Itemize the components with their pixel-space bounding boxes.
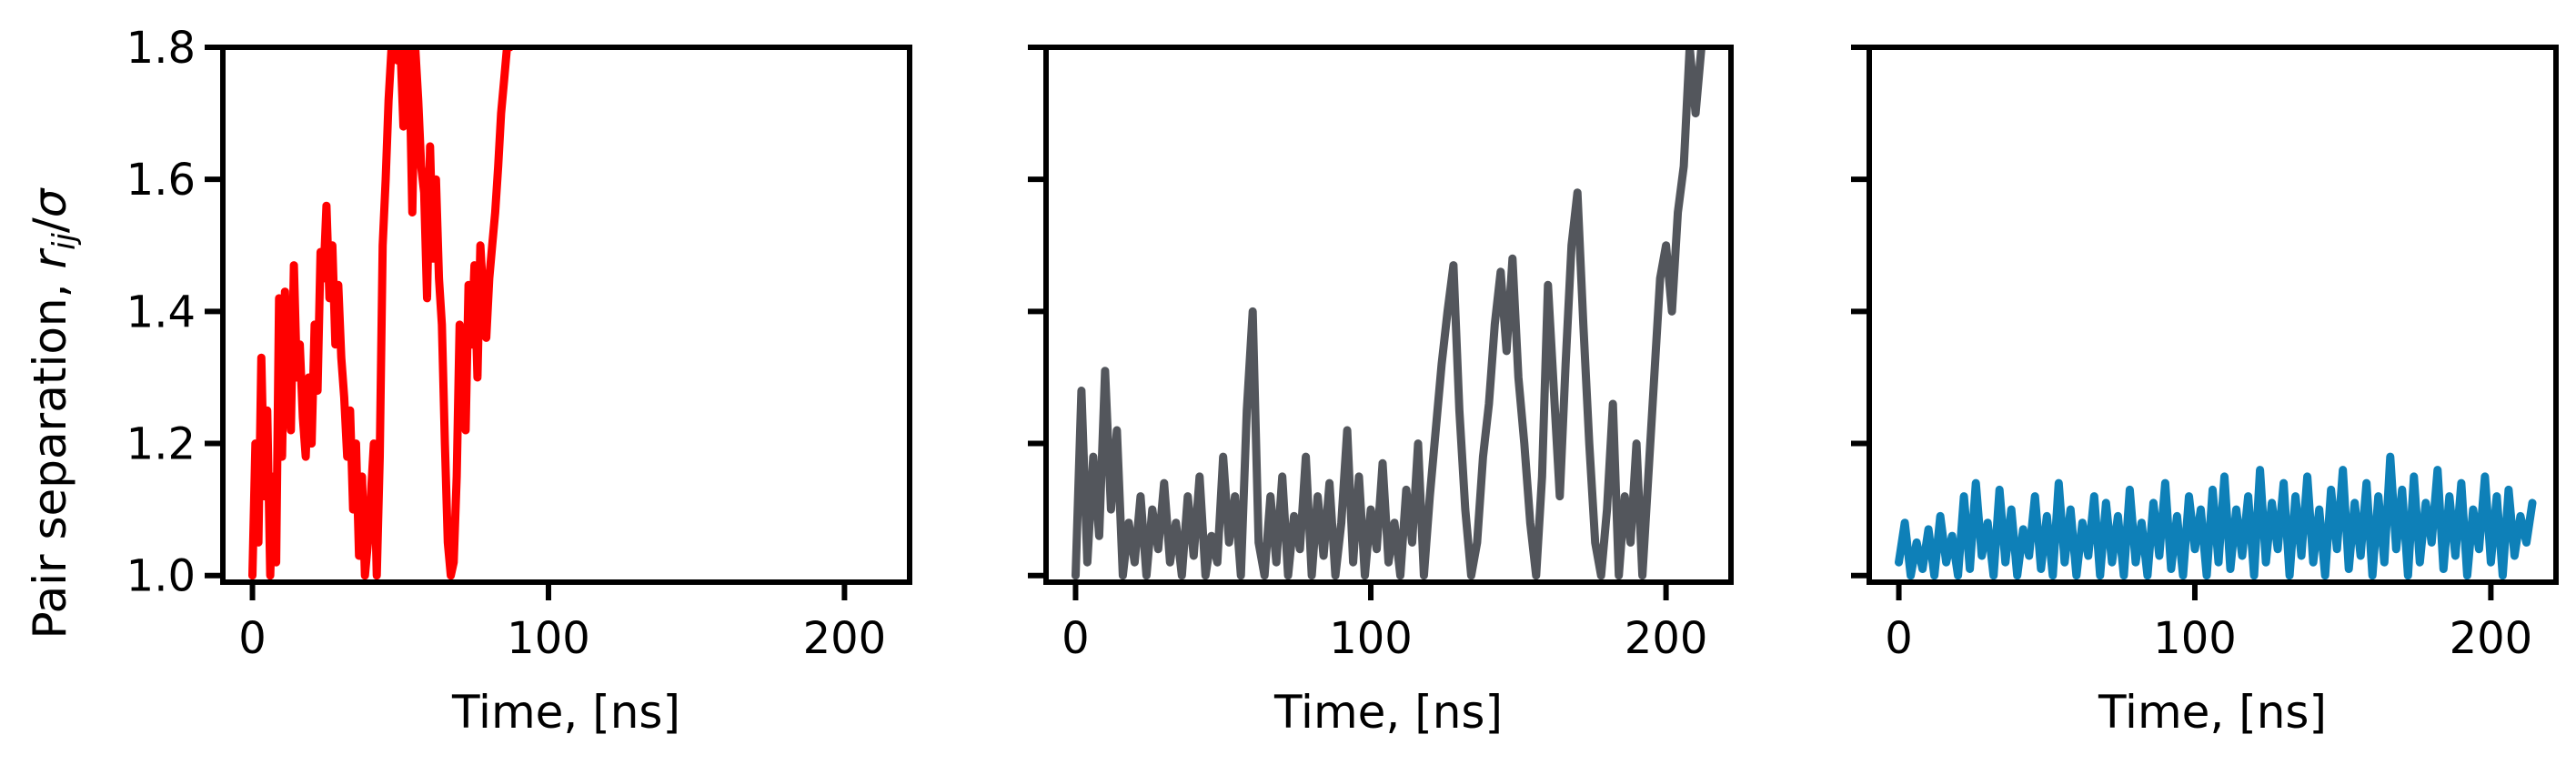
y-tick-label: 1.4 [126, 287, 196, 337]
x-axis-label: Time, [ns] [2098, 686, 2327, 739]
x-tick-label: 0 [1062, 613, 1090, 664]
x-tick-label: 200 [2450, 613, 2533, 664]
x-tick-label: 200 [803, 613, 887, 664]
axes-frame [1043, 45, 1734, 585]
x-tick-label: 0 [238, 613, 267, 664]
y-tick-label: 1.0 [126, 551, 196, 602]
x-tick-label: 0 [1885, 613, 1913, 664]
series-line-3-1 [1895, 452, 2537, 580]
x-tick-label: 100 [2153, 613, 2237, 664]
x-tick-label: 100 [1329, 613, 1413, 664]
panel-1: 0 100 200 1.0 1.2 1.4 1.6 1.8 Time, [ns] [126, 23, 912, 739]
x-tick-label: 100 [507, 613, 590, 664]
panel-2: 0 100 200 Time, [ns] [1028, 45, 1734, 739]
axes-frame [1867, 45, 2559, 585]
series-line-1-1 [248, 47, 515, 580]
y-axis-label: Pair separation, rij/σ [24, 187, 83, 639]
panel-3: 0 100 200 Time, [ns] [1851, 45, 2559, 739]
y-tick-label: 1.2 [126, 419, 196, 470]
x-axis-label: Time, [ns] [451, 686, 680, 739]
x-axis-label: Time, [ns] [1273, 686, 1503, 739]
y-tick-label: 1.6 [126, 155, 196, 206]
x-tick-label: 200 [1625, 613, 1708, 664]
axes-frame [220, 45, 912, 585]
series-line-2-1 [1072, 47, 1706, 580]
y-tick-label: 1.8 [126, 23, 196, 74]
